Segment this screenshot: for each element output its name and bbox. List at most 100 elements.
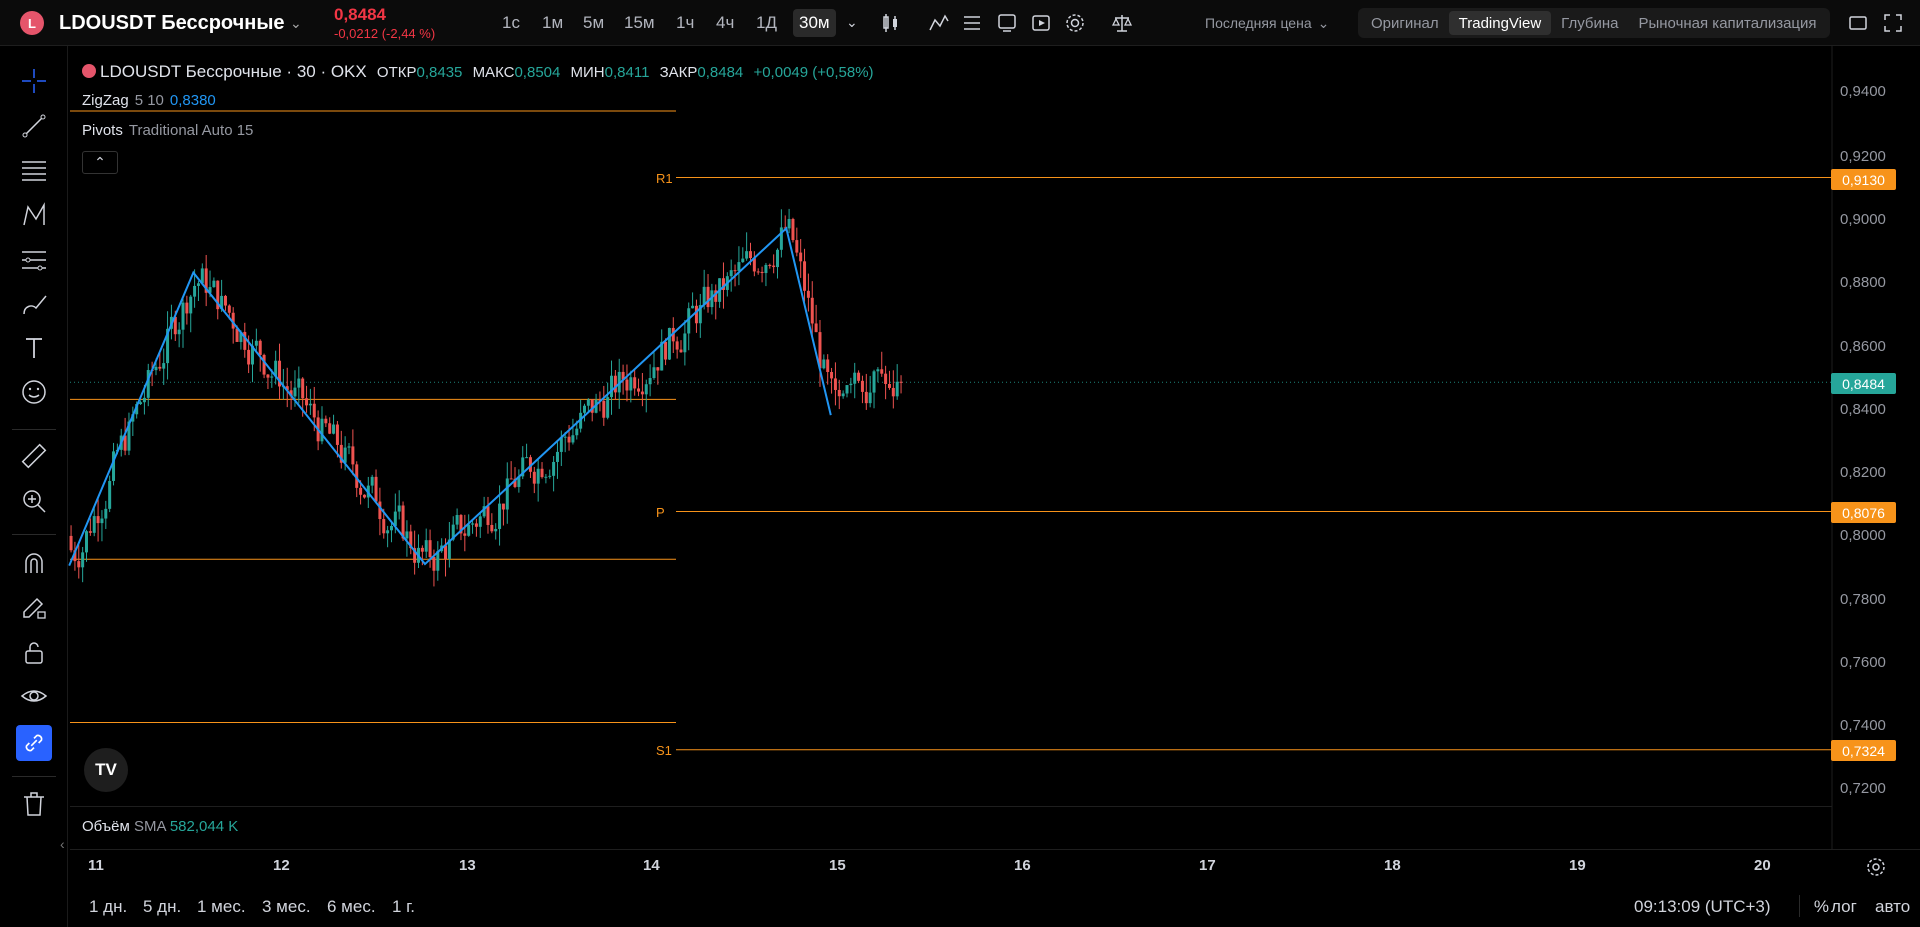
- compare-icon[interactable]: [1111, 12, 1133, 34]
- brush-icon[interactable]: [16, 286, 52, 322]
- timeframe-1d[interactable]: 1Д: [756, 13, 777, 32]
- symbol-dot-icon: [82, 64, 96, 78]
- timeframe-1h[interactable]: 1ч: [676, 13, 695, 32]
- gear-icon[interactable]: [1064, 12, 1086, 34]
- pane-divider[interactable]: [70, 806, 1832, 807]
- fib-retracement-icon[interactable]: [16, 152, 52, 188]
- candle-down: [733, 270, 737, 272]
- chevron-down-icon[interactable]: ⌄: [290, 14, 302, 31]
- timeframe-5m[interactable]: 5м: [583, 13, 605, 32]
- time-tick: 18: [1384, 857, 1401, 874]
- alert-icon[interactable]: [996, 12, 1018, 34]
- candle-down: [258, 340, 262, 355]
- indicators-icon[interactable]: [928, 12, 950, 34]
- candle-down: [640, 391, 644, 395]
- fullscreen-icon[interactable]: [1882, 12, 1904, 34]
- candle-up: [895, 381, 899, 397]
- candle-down: [625, 379, 629, 391]
- candle-down: [806, 290, 810, 298]
- time-tick: 16: [1014, 857, 1031, 874]
- candle-down: [235, 328, 239, 342]
- timeframe-1m[interactable]: 1м: [542, 13, 564, 32]
- timeframe-30m[interactable]: 30м: [793, 9, 836, 37]
- legend-title[interactable]: LDOUSDT Бессрочные · 30 · OKX: [100, 62, 367, 81]
- candle-up: [563, 436, 567, 438]
- close-label: ЗАКР: [659, 64, 698, 81]
- zigzag-indicator-legend[interactable]: ZigZag 5 10 0,8380: [82, 92, 222, 109]
- candles-icon[interactable]: [880, 12, 902, 34]
- ruler-icon[interactable]: [16, 438, 52, 474]
- candle-up: [451, 524, 455, 540]
- candle-down: [706, 286, 710, 308]
- symbol-logo: L: [20, 0, 48, 46]
- pattern-icon[interactable]: [16, 197, 52, 233]
- templates-icon[interactable]: [961, 12, 983, 34]
- log-scale-toggle[interactable]: лог: [1831, 897, 1857, 916]
- range-1y[interactable]: 1 г.: [392, 897, 416, 916]
- eye-icon[interactable]: [16, 678, 52, 714]
- lock-icon[interactable]: [16, 634, 52, 670]
- candle-up: [536, 468, 540, 484]
- collapse-legend-button[interactable]: ⌃: [82, 151, 118, 174]
- window-icon[interactable]: [1847, 12, 1869, 34]
- timeframe-4h[interactable]: 4ч: [716, 13, 735, 32]
- timezone-clock[interactable]: 09:13:09 (UTC+3): [1634, 897, 1771, 916]
- timeframe-15m[interactable]: 15м: [624, 13, 655, 32]
- link-icon[interactable]: [16, 725, 52, 761]
- candle-up: [648, 378, 652, 385]
- candle-up: [644, 384, 648, 395]
- timeframe-1s[interactable]: 1с: [502, 13, 520, 32]
- range-6m[interactable]: 6 мес.: [327, 897, 376, 916]
- tab-original[interactable]: Оригинал: [1371, 14, 1439, 32]
- pivots-indicator-legend[interactable]: Pivots Traditional Auto 15: [82, 122, 259, 139]
- tab-market-cap[interactable]: Рыночная капитализация: [1638, 14, 1817, 32]
- emoji-icon[interactable]: [16, 374, 52, 410]
- lock-drawing-icon[interactable]: [16, 589, 52, 625]
- pivot-price-tag: 0,8076: [1831, 502, 1896, 523]
- candle-up: [447, 539, 451, 559]
- zoom-icon[interactable]: [16, 483, 52, 519]
- time-tick: 14: [643, 857, 660, 874]
- text-icon[interactable]: [16, 330, 52, 366]
- trend-line-icon[interactable]: [16, 108, 52, 144]
- percent-scale-toggle[interactable]: %: [1813, 897, 1829, 916]
- candle-up: [220, 295, 224, 310]
- chart-settings-icon[interactable]: [1864, 855, 1888, 879]
- timeframe-chevron-down-icon[interactable]: ⌄: [846, 14, 858, 30]
- trash-icon[interactable]: [16, 786, 52, 822]
- candle-up: [212, 280, 216, 288]
- collapse-toolbar-icon[interactable]: ‹: [60, 836, 65, 852]
- range-1m[interactable]: 1 мес.: [197, 897, 246, 916]
- price-tick: 0,8000: [1840, 527, 1886, 544]
- candle-down: [262, 354, 266, 375]
- symbol-name[interactable]: LDOUSDT Бессрочные: [59, 11, 285, 34]
- price-source-select[interactable]: Последняя цена ⌄: [1205, 0, 1329, 46]
- candle-up: [586, 399, 590, 406]
- low-label: МИН: [570, 64, 605, 81]
- candle-up: [741, 258, 745, 263]
- candle-down: [899, 381, 903, 383]
- tab-depth[interactable]: Глубина: [1561, 14, 1619, 32]
- crosshair-icon[interactable]: [16, 63, 52, 99]
- tab-tradingview[interactable]: TradingView: [1448, 11, 1552, 35]
- view-tabs: Оригинал TradingView Глубина Рыночная ка…: [1358, 8, 1830, 38]
- candle-down: [721, 278, 725, 290]
- candle-up: [193, 285, 197, 297]
- candle-up: [849, 383, 853, 386]
- range-1d[interactable]: 1 дн.: [89, 897, 128, 916]
- candle-up: [181, 302, 185, 330]
- volume-legend[interactable]: Объём SMA 582,044 K: [82, 818, 238, 835]
- tradingview-logo[interactable]: TV: [84, 748, 128, 792]
- magnet-icon[interactable]: [16, 545, 52, 581]
- candle-down: [694, 305, 698, 324]
- candle-down: [444, 545, 448, 559]
- range-5d[interactable]: 5 дн.: [143, 897, 182, 916]
- replay-icon[interactable]: [1030, 12, 1052, 34]
- candle-up: [691, 305, 695, 309]
- forecast-icon[interactable]: [16, 242, 52, 278]
- candle-down: [420, 547, 424, 552]
- auto-scale-toggle[interactable]: авто: [1875, 897, 1911, 916]
- range-3m[interactable]: 3 мес.: [262, 897, 311, 916]
- candle-down: [752, 258, 756, 272]
